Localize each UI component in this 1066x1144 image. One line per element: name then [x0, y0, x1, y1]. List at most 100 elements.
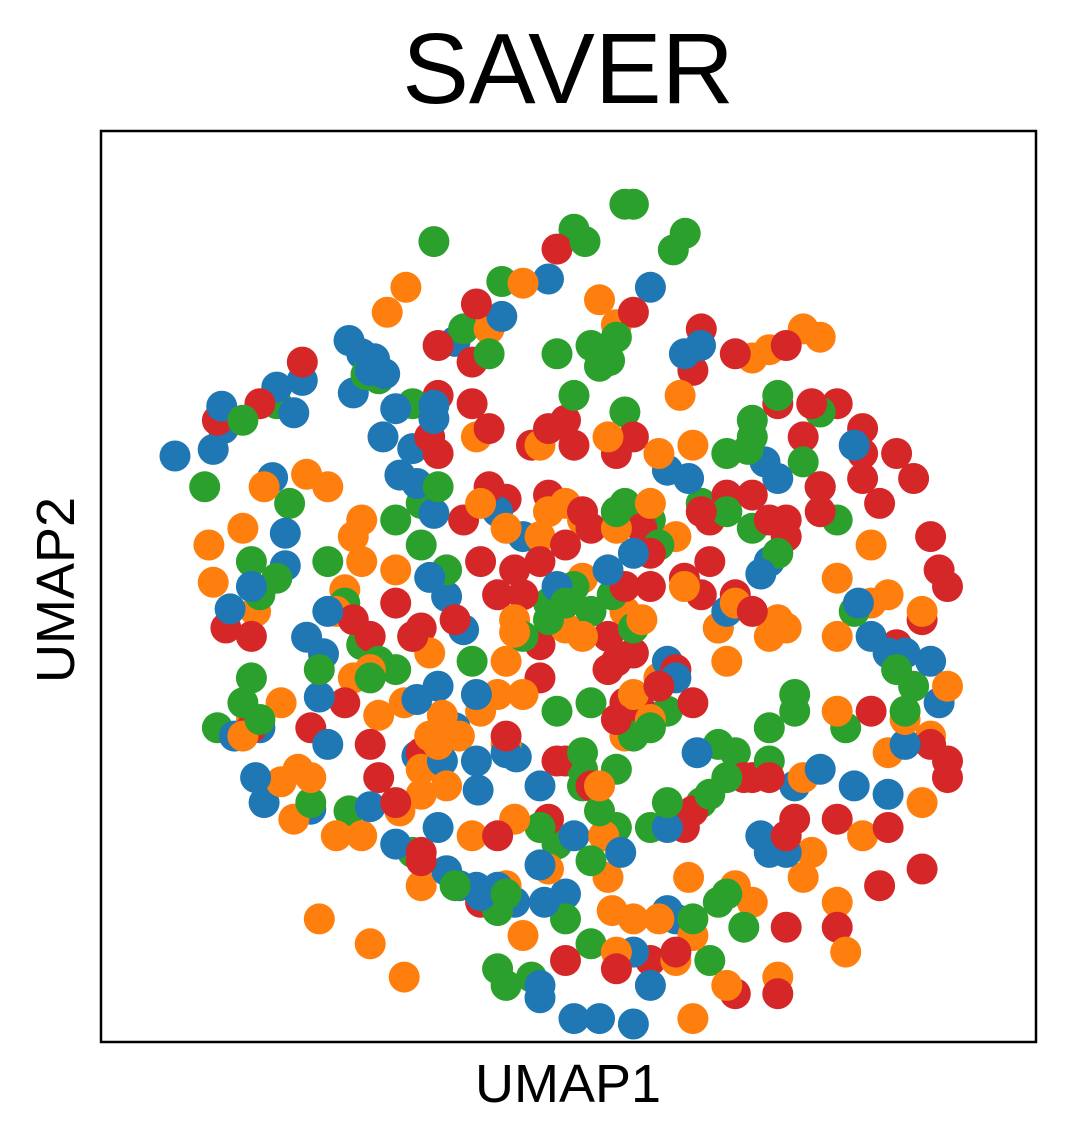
scatter-point-red [872, 812, 904, 843]
scatter-point-orange [643, 438, 675, 469]
scatter-point-blue [354, 791, 386, 823]
scatter-point-red [592, 620, 624, 652]
scatter-point-red [567, 496, 598, 528]
scatter-point-red [753, 504, 785, 536]
scatter-point-green [235, 662, 267, 694]
scatter-point-green [753, 712, 785, 744]
scatter-point-blue [685, 330, 716, 361]
scatter-point-red [550, 945, 581, 976]
scatter-point-green [456, 645, 488, 677]
scatter-point-orange [711, 969, 743, 1001]
scatter-point-green [418, 226, 450, 258]
scatter-point-red [550, 529, 581, 561]
scatter-point-blue [312, 728, 344, 760]
scatter-point-blue [634, 969, 666, 1001]
scatter-point-orange [711, 645, 743, 677]
scatter-point-orange [830, 936, 862, 968]
scatter-point-red [847, 463, 879, 494]
scatter-point-blue [524, 770, 556, 802]
scatter-point-orange [533, 496, 564, 528]
scatter-point-red [762, 978, 794, 1010]
scatter-point-orange [227, 512, 259, 544]
scatter-point-blue [889, 728, 921, 760]
scatter-point-green [584, 795, 615, 827]
scatter-point-red [456, 388, 488, 420]
scatter-point-orange [380, 554, 412, 586]
scatter-point-blue [915, 645, 947, 677]
scatter-point-orange [193, 529, 225, 561]
scatter-point-green [787, 446, 819, 478]
scatter-point-orange [664, 379, 696, 411]
scatter-point-green [541, 695, 573, 727]
scatter-point-orange [346, 546, 378, 578]
scatter-point-orange [668, 571, 700, 602]
scatter-point-orange [405, 778, 437, 810]
scatter-point-orange [482, 679, 514, 710]
scatter-point-green [473, 338, 505, 370]
scatter-point-blue [486, 300, 518, 332]
scatter-point-green [189, 471, 221, 503]
scatter-point-red [439, 604, 471, 636]
scatter-point-green [405, 529, 437, 561]
scatter-point-blue [804, 753, 836, 785]
scatter-point-red [600, 704, 632, 735]
scatter-point-blue [745, 558, 777, 590]
scatter-point-orange [592, 421, 624, 453]
scatter-point-red [906, 853, 938, 885]
scatter-point-orange [265, 687, 297, 719]
scatter-point-red [804, 496, 836, 528]
scatter-point-green [235, 546, 267, 578]
scatter-point-green [677, 903, 709, 935]
scatter-point-green [889, 695, 921, 727]
scatter-point-green [422, 471, 454, 503]
scatter-point-blue [418, 497, 450, 529]
scatter-point-green [567, 737, 598, 769]
scatter-point-orange [584, 284, 615, 316]
scatter-point-green [261, 562, 293, 594]
scatter-point-orange [422, 728, 454, 760]
scatter-point-blue [291, 621, 323, 653]
scatter-point-red [422, 438, 454, 469]
scatter-point-red [804, 471, 836, 503]
scatter-point-green [711, 496, 743, 528]
scatter-point-green [490, 878, 522, 910]
scatter-point-red [915, 728, 947, 760]
scatter-point-red [541, 233, 573, 265]
scatter-point-red [770, 330, 802, 361]
scatter-point-red [855, 695, 887, 727]
scatter-point-blue [762, 463, 794, 494]
scatter-point-red [685, 496, 717, 528]
scatter-point-orange [787, 861, 819, 893]
scatter-point-orange [346, 504, 378, 536]
scatter-point-blue [235, 571, 267, 602]
scatter-point-green [380, 504, 412, 536]
scatter-point-blue [872, 778, 904, 810]
scatter-point-red [422, 330, 454, 361]
scatter-point-red [354, 728, 386, 760]
scatter-point-orange [507, 267, 539, 299]
scatter-point-red [490, 720, 522, 752]
scatter-point-orange [388, 961, 420, 993]
scatter-point-blue [401, 684, 433, 715]
scatter-point-blue [462, 774, 494, 806]
scatter-point-orange [465, 487, 497, 519]
scatter-point-blue [240, 762, 272, 794]
scatter-point-blue [422, 812, 454, 843]
scatter-point-orange [197, 566, 229, 598]
scatter-point-blue [651, 812, 683, 843]
scatter-point-orange [507, 920, 539, 951]
scatter-point-blue [354, 354, 386, 386]
scatter-point-red [235, 620, 267, 652]
scatter-point-blue [584, 1003, 615, 1035]
scatter-point-red [558, 429, 590, 461]
scatter-point-green [600, 496, 632, 528]
scatter-point-blue [380, 393, 412, 425]
scatter-point-orange [634, 487, 666, 519]
scatter-point-red [507, 579, 539, 611]
scatter-point-orange [295, 762, 327, 794]
scatter-point-red [524, 546, 556, 578]
scatter-point-orange [524, 521, 556, 553]
scatter-point-orange [617, 679, 649, 710]
scatter-point-green [575, 845, 607, 877]
scatter-point-blue [214, 593, 246, 625]
